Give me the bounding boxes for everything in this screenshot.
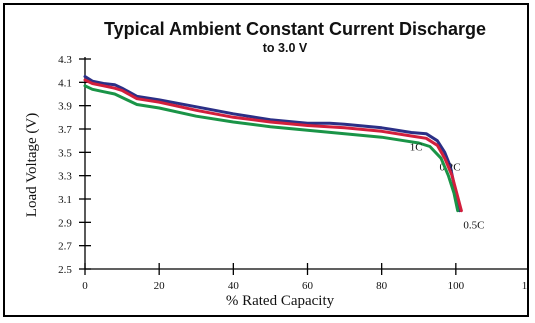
y-tick-label: 3.5 — [58, 147, 72, 159]
x-tick-label: 80 — [376, 280, 388, 292]
series-label-0-5c: 0.5C — [463, 220, 484, 232]
x-tick-label: 40 — [228, 280, 240, 292]
series-line-1c — [83, 84, 460, 213]
y-tick-label: 3.1 — [58, 194, 72, 206]
chart-subtitle: to 3.0 V — [263, 41, 308, 55]
x-tick-label: 120 — [522, 280, 527, 292]
series-line-0-5c — [83, 78, 463, 213]
x-axis-label: % Rated Capacity — [226, 293, 335, 309]
y-tick-label: 2.9 — [58, 217, 72, 229]
x-tick-label: 0 — [82, 280, 88, 292]
discharge-chart: Typical Ambient Constant Current Dischar… — [24, 19, 527, 309]
y-tick-label: 4.1 — [58, 77, 72, 89]
y-tick-label: 4.3 — [58, 54, 72, 66]
series-label-1c: 1C — [410, 142, 423, 154]
y-tick-label: 2.7 — [58, 241, 72, 253]
series-line-0-2c — [83, 75, 461, 213]
chart-title: Typical Ambient Constant Current Dischar… — [104, 19, 486, 39]
y-tick-label: 3.3 — [58, 171, 72, 183]
y-axis-label: Load Voltage (V) — [24, 113, 40, 217]
chart-frame: Typical Ambient Constant Current Dischar… — [3, 3, 529, 317]
x-axis-ticks: 0 20 40 60 80 100 120 — [82, 263, 527, 292]
x-tick-label: 100 — [448, 280, 465, 292]
y-axis-ticks: 2.5 2.7 2.9 3.1 3.3 3.5 3.7 3.9 4.1 4.3 — [58, 54, 91, 276]
y-tick-label: 3.9 — [58, 101, 72, 113]
x-tick-label: 60 — [302, 280, 314, 292]
y-tick-label: 2.5 — [58, 264, 72, 276]
y-tick-label: 3.7 — [58, 124, 72, 136]
x-tick-label: 20 — [154, 280, 166, 292]
